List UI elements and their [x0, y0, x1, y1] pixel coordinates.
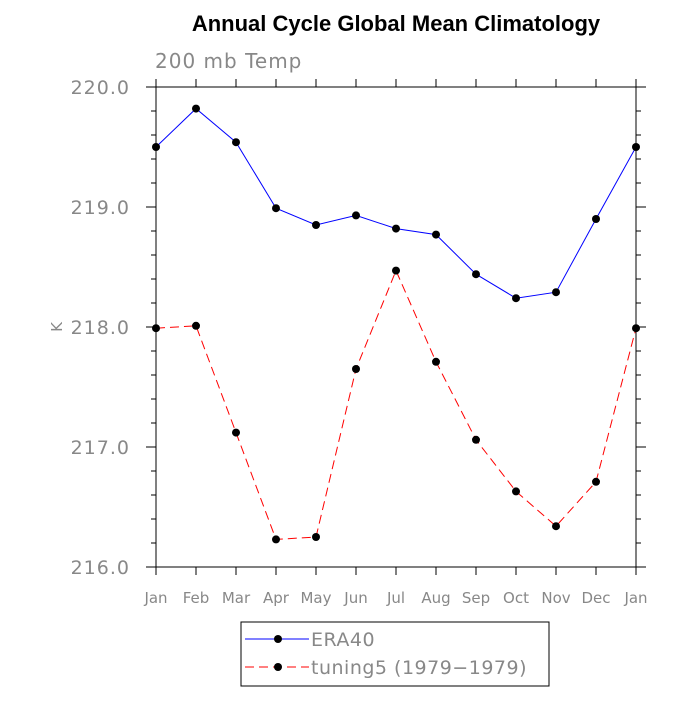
- series-2-point: [312, 533, 320, 541]
- x-tick-label: Nov: [541, 589, 570, 607]
- legend-label-1: ERA40: [311, 629, 375, 651]
- series-2-point: [272, 535, 280, 544]
- x-tick-label: May: [300, 589, 331, 607]
- x-tick-label: Sep: [462, 589, 490, 607]
- series-2-point: [632, 324, 640, 333]
- series-2-point: [232, 428, 240, 437]
- series-2-point: [552, 522, 560, 531]
- series-2-point: [392, 266, 400, 275]
- series-1-point: [632, 143, 640, 151]
- y-tick-label: 216.0: [71, 557, 130, 579]
- series-line-2: [155, 269, 637, 540]
- x-tick-label: Apr: [263, 589, 290, 607]
- plot-frame: [155, 86, 637, 568]
- y-tick-label: 217.0: [71, 437, 130, 459]
- series-2-point: [152, 324, 160, 333]
- y-tick-label: 218.0: [71, 317, 130, 339]
- x-tick-label: Aug: [421, 589, 450, 607]
- x-tick-label: Jun: [343, 589, 367, 607]
- series-2-point: [592, 477, 600, 486]
- legend-marker-1: [274, 635, 282, 643]
- chart-title: Annual Cycle Global Mean Climatology: [192, 11, 601, 36]
- x-tick-label: Jul: [386, 589, 405, 607]
- series-1-point: [432, 230, 440, 239]
- series-1-point: [472, 270, 480, 279]
- y-tick-label: 220.0: [71, 77, 130, 99]
- x-tick-label: Jan: [623, 589, 647, 607]
- series-1-point: [152, 143, 160, 151]
- series-1-point: [392, 224, 400, 233]
- legend: ERA40 tuning5 (1979−1979): [240, 621, 550, 687]
- x-tick-label: Mar: [222, 589, 251, 607]
- y-axis-label: K: [48, 321, 66, 332]
- series-2-point: [192, 321, 200, 330]
- x-tick-label: Dec: [581, 589, 610, 607]
- series-1-point: [352, 211, 360, 220]
- plot-area: 216.0 217.0 218.0 219.0 220.0 Jan Feb Mar Apr May…: [71, 77, 648, 607]
- series-1-point: [192, 104, 200, 113]
- x-tick-label: Jan: [143, 589, 167, 607]
- series-1-point: [232, 138, 240, 147]
- series-1-point: [312, 221, 320, 229]
- series-1-point: [592, 215, 600, 223]
- series-1-point: [272, 204, 280, 213]
- x-tick-label: Feb: [183, 589, 210, 607]
- x-tick-label: Oct: [503, 589, 529, 607]
- chart-subtitle: 200 mb Temp: [155, 49, 302, 73]
- legend-box: [240, 621, 550, 687]
- series-2-point: [472, 435, 480, 444]
- series-2-point: [352, 365, 360, 373]
- series-1-point: [512, 294, 520, 303]
- series-2-point: [512, 487, 520, 496]
- legend-marker-2: [274, 663, 282, 671]
- series-1-point: [552, 288, 560, 297]
- y-tick-label: 219.0: [71, 197, 130, 219]
- legend-label-2: tuning5 (1979−1979): [311, 657, 527, 679]
- series-2-point: [432, 357, 440, 366]
